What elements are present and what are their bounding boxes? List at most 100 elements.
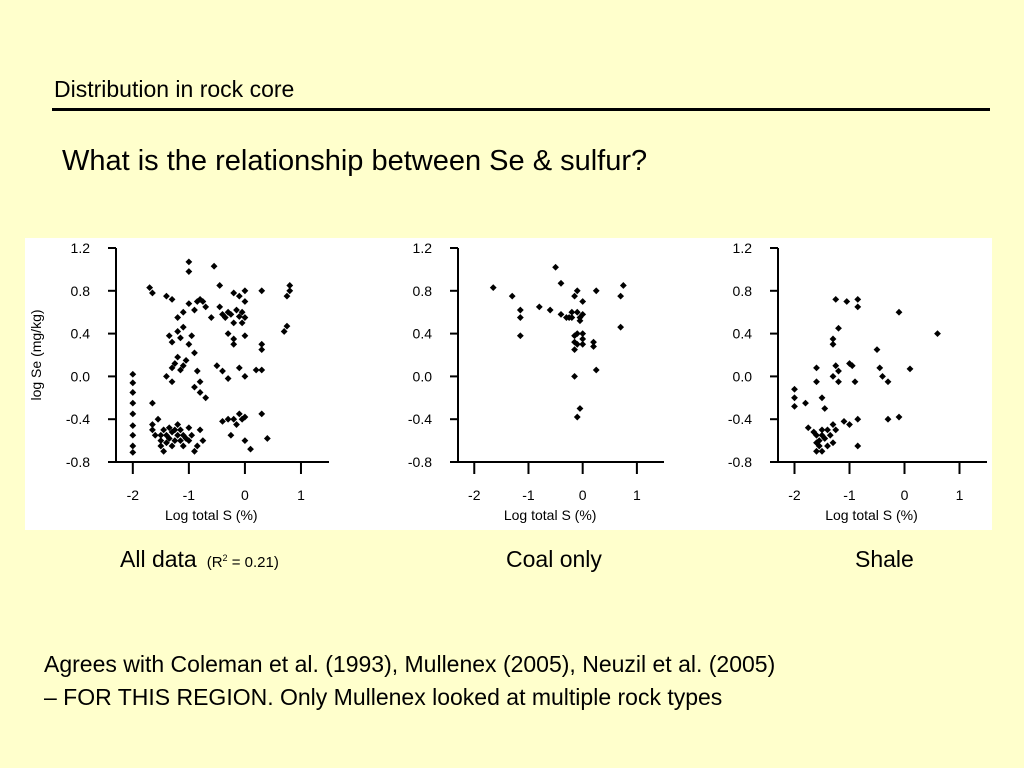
all-point-103 xyxy=(213,362,221,370)
all-point-30 xyxy=(174,421,182,428)
shale-point-50 xyxy=(906,365,914,373)
all-point-83 xyxy=(235,313,243,320)
all-point-46 xyxy=(171,360,179,367)
all-point-88 xyxy=(235,292,243,300)
all-point-44 xyxy=(168,364,176,372)
all-point-84 xyxy=(238,308,246,316)
coal-point-21 xyxy=(573,330,581,337)
shale-point-29 xyxy=(840,417,848,425)
body-text: Agrees with Coleman et al. (1993), Mulle… xyxy=(44,648,1004,714)
all-point-70 xyxy=(202,303,210,311)
all-point-51 xyxy=(165,332,173,340)
all-y-tick-label-2: 0.0 xyxy=(71,368,91,384)
all-point-43 xyxy=(163,373,170,380)
coal-point-1 xyxy=(508,292,516,300)
shale-point-1 xyxy=(791,394,798,402)
all-point-68 xyxy=(196,295,204,303)
shale-point-0 xyxy=(791,385,798,393)
all-point-99 xyxy=(283,322,291,330)
coal-point-0 xyxy=(489,284,497,291)
shale-point-45 xyxy=(879,373,886,380)
all-point-76 xyxy=(216,303,224,311)
all-point-39 xyxy=(191,447,198,455)
all-point-31 xyxy=(177,437,184,444)
all-point-3 xyxy=(129,422,137,430)
shale-point-11 xyxy=(818,426,826,434)
all-point-22 xyxy=(163,439,170,447)
shale-x-tick-label-0: -2 xyxy=(788,487,801,503)
coal-point-16 xyxy=(573,308,581,316)
shale-point-27 xyxy=(835,367,842,375)
all-point-34 xyxy=(179,442,187,450)
all-point-91 xyxy=(258,287,266,295)
all-point-124 xyxy=(219,417,226,425)
all-point-5 xyxy=(129,399,137,407)
shale-point-19 xyxy=(829,439,837,447)
coal-point-4 xyxy=(516,332,524,340)
all-point-80 xyxy=(227,310,235,318)
caption-all-data: All data (R2 = 0.21) xyxy=(120,546,279,573)
shale-point-24 xyxy=(821,405,829,412)
all-point-2 xyxy=(129,431,137,439)
coal-point-18 xyxy=(579,298,587,305)
all-point-82 xyxy=(233,306,240,314)
all-point-111 xyxy=(196,389,204,396)
shale-point-31 xyxy=(846,360,853,367)
shale-x-axis-label: Log total S (%) xyxy=(825,507,918,523)
all-point-79 xyxy=(224,308,232,316)
title-underline xyxy=(52,108,990,111)
all-point-66 xyxy=(191,306,198,314)
shale-x-tick-label-1: -1 xyxy=(843,487,856,503)
coal-point-28 xyxy=(579,335,587,343)
all-point-14 xyxy=(154,415,162,423)
scatter-charts: -0.8 -0.4 0.0 0.4 0.8 1.2 -2 -1 0 1 Log total S (%… xyxy=(28,240,987,523)
shale-point-34 xyxy=(854,415,862,423)
coal-y-tick-label-3: 0.4 xyxy=(413,326,433,342)
shale-point-40 xyxy=(843,298,851,305)
shale-point-46 xyxy=(884,378,892,386)
all-point-96 xyxy=(258,340,266,348)
all-point-6 xyxy=(129,389,137,396)
all-point-23 xyxy=(165,424,173,432)
shale-point-2 xyxy=(791,402,798,410)
coal-point-37 xyxy=(576,405,584,412)
all-point-26 xyxy=(168,442,176,450)
all-point-61 xyxy=(163,292,170,300)
shale-point-3 xyxy=(802,399,809,407)
caption-coal-only: Coal only xyxy=(506,546,602,572)
all-point-93 xyxy=(230,335,238,343)
shale-point-35 xyxy=(854,442,862,450)
all-point-116 xyxy=(233,421,240,428)
all-point-37 xyxy=(185,437,193,444)
coal-point-30 xyxy=(590,338,597,346)
all-y-tick-label-5: 1.2 xyxy=(71,240,91,256)
all-y-tick-label-1: -0.4 xyxy=(66,411,90,427)
shale-y-tick-label-5: 1.2 xyxy=(733,240,753,256)
all-point-112 xyxy=(202,394,210,402)
coal-x-axis-label: Log total S (%) xyxy=(504,507,597,523)
all-point-104 xyxy=(219,367,226,375)
all-point-78 xyxy=(221,314,229,321)
shale-x-tick-label-3: 1 xyxy=(956,487,964,503)
all-point-18 xyxy=(157,442,165,450)
coal-point-31 xyxy=(592,287,600,295)
shale-point-4 xyxy=(804,424,812,432)
all-point-36 xyxy=(185,424,193,432)
all-x-tick-label-2: 0 xyxy=(241,487,249,503)
r2-superscript: 2 xyxy=(222,553,228,563)
all-point-65 xyxy=(185,300,193,308)
all-point-74 xyxy=(210,262,218,270)
caption-all-label: All data xyxy=(120,546,197,572)
shale-y-tick-label-1: -0.4 xyxy=(728,411,752,427)
shale-point-9 xyxy=(815,437,823,444)
all-point-1 xyxy=(129,442,137,450)
all-point-108 xyxy=(252,366,260,374)
shale-point-43 xyxy=(873,346,881,354)
coal-point-33 xyxy=(571,373,578,380)
all-point-75 xyxy=(216,282,224,289)
all-point-113 xyxy=(224,415,232,423)
coal-y-tick-label-5: 1.2 xyxy=(413,240,433,256)
all-point-117 xyxy=(235,410,243,418)
coal-point-6 xyxy=(546,306,554,314)
shale-point-16 xyxy=(824,442,831,450)
